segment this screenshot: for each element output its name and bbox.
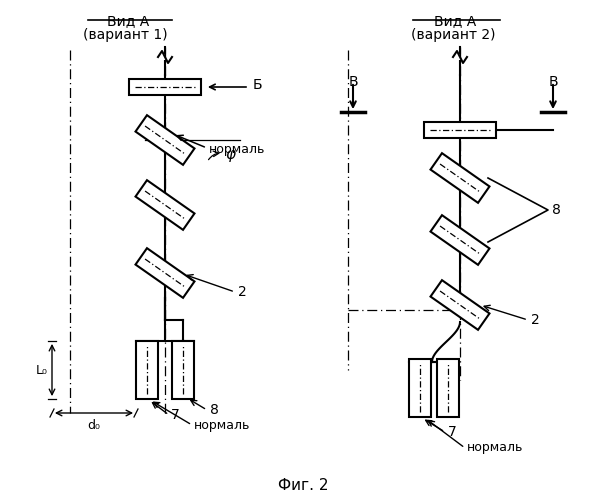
Text: 2: 2: [531, 313, 540, 327]
Bar: [136, 341, 158, 399]
Bar: [135, 248, 194, 298]
Bar: [135, 115, 194, 165]
Bar: [172, 341, 194, 399]
Text: (вариант 1): (вариант 1): [83, 28, 168, 42]
Text: Б: Б: [253, 78, 263, 92]
Text: L₀: L₀: [36, 364, 48, 376]
Text: нормаль: нормаль: [194, 418, 250, 432]
Bar: [135, 180, 194, 230]
Text: Вид A: Вид A: [107, 14, 149, 28]
Bar: [424, 122, 496, 138]
Bar: [437, 359, 459, 417]
Text: φ: φ: [225, 148, 235, 162]
Text: (вариант 2): (вариант 2): [411, 28, 495, 42]
Text: нормаль: нормаль: [209, 142, 265, 156]
Text: Фиг. 2: Фиг. 2: [278, 478, 328, 493]
Text: 7: 7: [448, 425, 456, 439]
Text: 8: 8: [210, 403, 219, 417]
Text: 8: 8: [552, 203, 561, 217]
Bar: [409, 359, 431, 417]
Text: d₀: d₀: [87, 419, 100, 432]
Text: нормаль: нормаль: [467, 442, 523, 454]
Bar: [430, 215, 489, 265]
Bar: [430, 280, 489, 330]
Text: B: B: [548, 75, 558, 89]
Text: B: B: [348, 75, 358, 89]
Bar: [129, 79, 201, 95]
Text: 7: 7: [171, 408, 180, 422]
Text: Вид A: Вид A: [434, 14, 476, 28]
Bar: [430, 153, 489, 203]
Text: 2: 2: [238, 285, 247, 299]
